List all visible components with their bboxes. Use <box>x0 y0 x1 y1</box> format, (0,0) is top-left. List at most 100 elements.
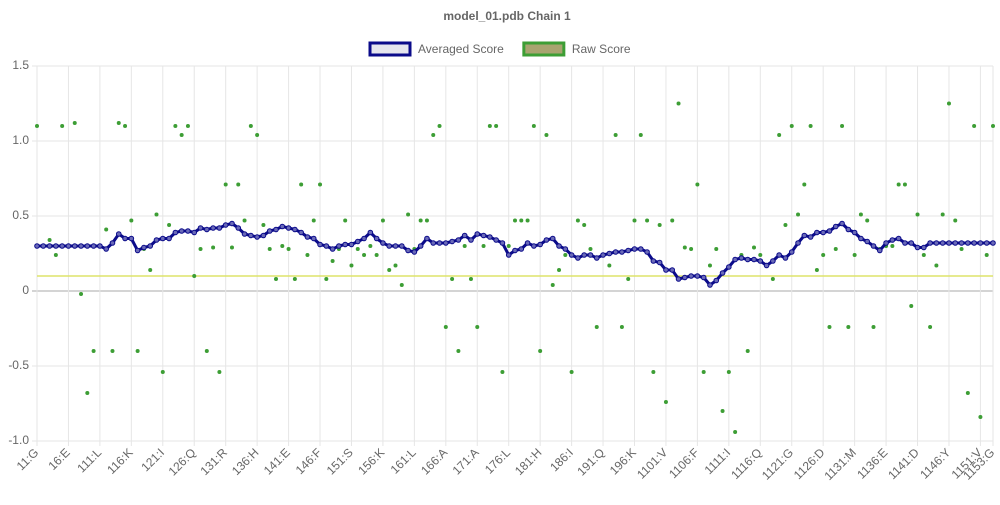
point <box>267 247 272 251</box>
point <box>362 253 367 257</box>
point <box>368 244 373 248</box>
point <box>958 240 965 246</box>
point <box>424 235 430 242</box>
point <box>801 232 808 239</box>
point <box>65 243 72 249</box>
point <box>109 240 116 246</box>
point <box>280 244 285 248</box>
point <box>858 212 863 217</box>
point <box>638 133 643 137</box>
point <box>91 349 96 353</box>
point <box>575 218 580 223</box>
point <box>858 235 864 242</box>
point <box>349 263 354 268</box>
point <box>832 223 839 230</box>
point <box>537 241 543 248</box>
legend-swatch <box>522 41 566 57</box>
y-tick-label: 1.5 <box>12 58 29 72</box>
x-tick-label: 151:S <box>324 445 356 477</box>
point <box>788 249 795 255</box>
point <box>430 240 437 246</box>
point <box>821 253 826 257</box>
point <box>355 247 360 251</box>
point <box>588 247 593 251</box>
point <box>172 229 179 236</box>
point <box>173 124 178 128</box>
point <box>431 133 436 137</box>
point <box>103 246 109 252</box>
x-tick-label: 1136:E <box>854 445 890 481</box>
y-tick-label: 0 <box>22 283 29 297</box>
point <box>939 240 946 246</box>
point <box>889 237 896 243</box>
point <box>405 247 411 254</box>
point <box>594 325 599 329</box>
point <box>179 133 184 137</box>
x-tick-label: 146:F <box>293 445 325 477</box>
point <box>933 240 940 246</box>
point <box>991 124 995 128</box>
point <box>406 212 411 217</box>
point <box>651 370 656 374</box>
point <box>449 238 455 245</box>
point <box>305 253 310 257</box>
point <box>707 263 712 268</box>
point <box>972 124 977 128</box>
x-tick-label: 131:R <box>197 445 230 478</box>
point <box>851 229 858 236</box>
point <box>35 124 39 128</box>
point <box>513 218 517 223</box>
point <box>487 124 492 128</box>
point <box>952 240 959 246</box>
point <box>971 240 977 246</box>
point <box>148 268 153 272</box>
point <box>310 235 317 242</box>
point <box>304 234 311 240</box>
x-tick-label: 1121:G <box>759 445 796 482</box>
point <box>783 223 788 227</box>
point <box>493 237 499 243</box>
point <box>896 182 901 187</box>
point <box>159 235 166 242</box>
point <box>411 249 418 255</box>
point <box>261 223 266 227</box>
point <box>915 212 920 217</box>
point <box>229 220 235 227</box>
point <box>707 282 713 288</box>
point <box>53 243 59 249</box>
point <box>40 243 47 249</box>
point <box>953 218 958 223</box>
point <box>543 237 550 243</box>
point <box>279 223 286 230</box>
x-tick-label: 156:K <box>355 445 387 477</box>
point <box>222 222 229 228</box>
point <box>557 268 562 272</box>
point <box>934 263 939 268</box>
point <box>104 227 109 232</box>
point <box>197 225 204 231</box>
point <box>443 240 449 246</box>
legend-label: Raw Score <box>572 42 631 56</box>
point <box>115 231 122 237</box>
point <box>965 391 970 395</box>
point <box>928 325 933 329</box>
point <box>178 228 185 234</box>
point <box>248 232 254 239</box>
point <box>713 277 720 284</box>
point <box>211 245 216 250</box>
point <box>946 240 952 246</box>
x-tick-label: 161:L <box>388 445 419 476</box>
point <box>110 349 115 353</box>
point <box>474 231 481 237</box>
point <box>468 237 474 243</box>
point <box>84 243 91 249</box>
point <box>876 247 883 254</box>
point <box>217 370 222 374</box>
point <box>329 246 336 252</box>
point <box>494 124 499 128</box>
point <box>777 133 782 137</box>
point <box>701 370 706 374</box>
point <box>921 244 927 251</box>
point <box>833 247 838 251</box>
point <box>185 228 191 234</box>
